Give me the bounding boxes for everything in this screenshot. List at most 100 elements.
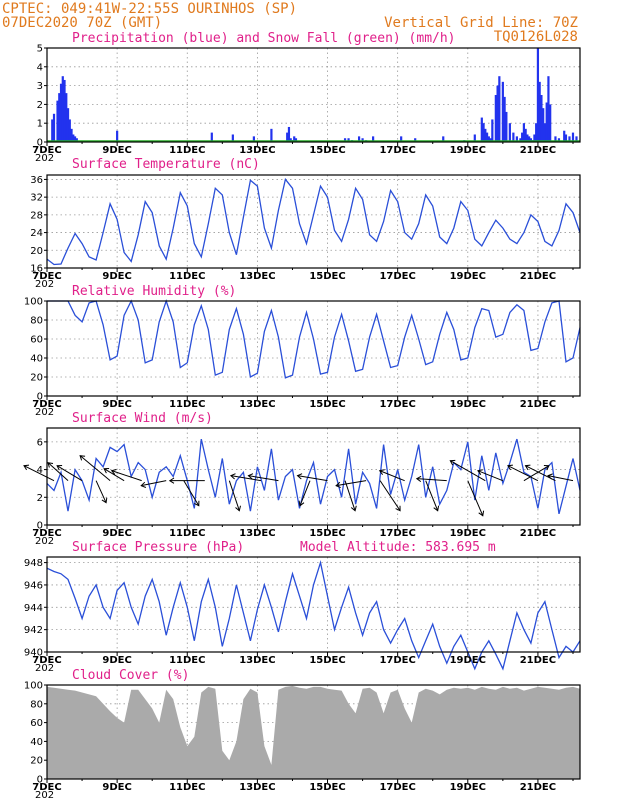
temp-ytick-label: 36 (30, 175, 43, 186)
precip-bar (528, 136, 531, 142)
temp-xtick-label: 15DEC (309, 271, 345, 282)
rh-xtick-label: 9DEC (102, 399, 131, 410)
precip-bar (524, 128, 527, 142)
precip-bar (116, 130, 119, 142)
precip-bar (575, 136, 578, 142)
wind-vector (336, 480, 367, 487)
rh-ytick-label: 40 (30, 354, 43, 365)
precip-bar (414, 138, 417, 142)
precip-bar (294, 138, 298, 142)
temp-ytick-label: 24 (30, 228, 43, 239)
cloud-ytick-label: 0 (37, 775, 43, 786)
cloud-ytick-label: 100 (24, 681, 43, 692)
precip-bar (501, 81, 504, 142)
wind-vector-head (543, 465, 550, 471)
rh-xtick-label: 17DEC (379, 399, 415, 410)
header-location: CPTEC: 049:41W-22:55S OURINHOS (SP) (2, 1, 297, 17)
wind-xtick-label: 17DEC (379, 528, 415, 539)
wind-ytick-label: 4 (37, 465, 43, 476)
precip-bar (563, 130, 566, 142)
wind-vector-head (449, 459, 456, 466)
temp-year-stub: 202 (35, 279, 54, 290)
wind-vector-head (140, 481, 147, 488)
wind-vector-head (478, 510, 485, 517)
wind-vector (523, 465, 550, 482)
precip-bar (564, 134, 568, 142)
cloud-ytick-label: 20 (30, 756, 43, 767)
precip-bar (210, 132, 213, 142)
wind-vector (379, 470, 405, 482)
pres-xtick-label: 13DEC (239, 655, 275, 666)
precip-bar (512, 132, 515, 142)
cloud-ytick-label: 60 (30, 718, 43, 729)
rh-panel: Relative Humidity (%) 0 20 40 60 80 100 7DEC 9DE… (24, 284, 581, 418)
wind-vector-head (235, 505, 241, 512)
wind-series-line (46, 438, 581, 515)
cloud-xtick-label: 17DEC (379, 782, 415, 793)
precip-bar (542, 108, 545, 142)
precip-bar (498, 76, 501, 142)
precip-bar (289, 138, 292, 142)
wind-vector-head (433, 505, 440, 512)
precip-bar (75, 138, 78, 142)
temp-xtick-label: 21DEC (520, 271, 556, 282)
precip-ytick-label: 5 (37, 44, 43, 55)
wind-ytick-label: 0 (37, 521, 43, 532)
wind-vector-head (350, 505, 357, 512)
precip-bar (491, 119, 494, 142)
wind-vector-head (298, 500, 305, 507)
precip-bar (543, 123, 547, 142)
wind-vector (416, 478, 447, 482)
pres-extra-label: Model Altitude: 583.695 m (300, 540, 496, 555)
precip-bar (286, 132, 289, 142)
wind-vector-head (296, 473, 303, 480)
wind-vector-head (79, 455, 86, 461)
rh-frame (46, 300, 581, 397)
header-run-date: 07DEC2020 70Z (GMT) (2, 15, 162, 31)
temp-ytick-label: 28 (30, 210, 43, 221)
pres-ytick-label: 942 (24, 625, 43, 636)
cloud-xtick-label: 9DEC (102, 782, 131, 793)
precip-bar (485, 132, 489, 142)
temp-frame (46, 174, 581, 269)
precip-bar (58, 93, 61, 142)
wind-vector-head (56, 465, 63, 471)
rh-title: Relative Humidity (%) (72, 284, 236, 299)
precip-bar (343, 138, 347, 142)
wind-vector (95, 480, 107, 503)
pres-xtick-label: 21DEC (520, 655, 556, 666)
precip-bar (571, 132, 575, 142)
wind-vector-head (247, 473, 254, 480)
wind-vector (507, 465, 539, 482)
precip-bar (482, 123, 485, 142)
precip-bar (287, 126, 291, 142)
precip-bar (522, 123, 525, 142)
wind-vector-head (378, 469, 385, 475)
wind-panel: Surface Wind (m/s) 0 2 4 6 7DEC 9DEC 11DEC 13DEC… (23, 411, 581, 547)
wind-vector-head (415, 475, 422, 483)
pres-xtick-label: 15DEC (309, 655, 345, 666)
cloud-xtick-label: 11DEC (169, 782, 205, 793)
rh-ytick-label: 80 (30, 316, 43, 327)
pres-xtick-label: 17DEC (379, 655, 415, 666)
wind-vector-head (101, 497, 108, 504)
precip-bar (489, 138, 492, 142)
wind-vector-head (23, 464, 30, 471)
wind-vector-head (335, 481, 341, 489)
pres-panel: Surface Pressure (hPa) Model Altitude: 58… (24, 540, 581, 674)
wind-xtick-label: 7DEC (32, 528, 61, 539)
wind-vector (23, 465, 55, 482)
wind-vector-head (47, 462, 54, 468)
precip-bar (357, 136, 361, 142)
rh-series-line (47, 298, 581, 379)
precip-bar (526, 134, 529, 142)
pres-xtick-label: 11DEC (169, 655, 205, 666)
cloud-xtick-label: 15DEC (309, 782, 345, 793)
precip-bar (70, 128, 73, 142)
precip-bar (540, 95, 543, 142)
header-grid-line: Vertical Grid Line: 70Z (384, 15, 578, 31)
rh-ytick-label: 60 (30, 335, 43, 346)
temp-xtick-label: 9DEC (102, 271, 131, 282)
precip-bar (73, 136, 77, 142)
